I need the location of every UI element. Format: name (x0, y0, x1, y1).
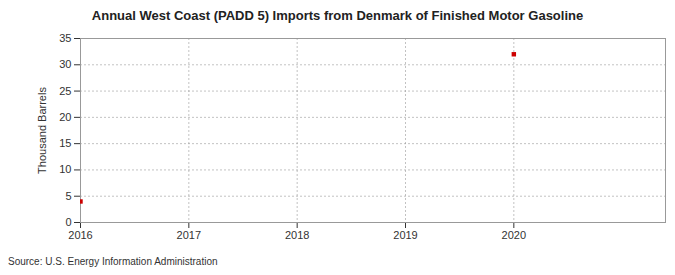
svg-text:15: 15 (59, 137, 71, 149)
svg-text:0: 0 (65, 216, 71, 228)
svg-text:20: 20 (59, 111, 71, 123)
svg-text:Thousand Barrels: Thousand Barrels (36, 87, 48, 174)
svg-text:2019: 2019 (393, 229, 417, 241)
html-text:Annual West Coast (PADD 5) Imp: Annual West Coast (PADD 5) Imports from … (91, 8, 584, 23)
svg-text:2018: 2018 (285, 229, 309, 241)
svg-text:2016: 2016 (68, 229, 92, 241)
svg-text:2020: 2020 (502, 229, 526, 241)
svg-text:30: 30 (59, 58, 71, 70)
svg-text:10: 10 (59, 163, 71, 175)
svg-text:5: 5 (65, 190, 71, 202)
html-text:Source: U.S. Energy Informatio: Source: U.S. Energy Information Administ… (8, 256, 218, 267)
svg-text:25: 25 (59, 85, 71, 97)
svg-text:35: 35 (59, 32, 71, 44)
svg-text:2017: 2017 (177, 229, 201, 241)
